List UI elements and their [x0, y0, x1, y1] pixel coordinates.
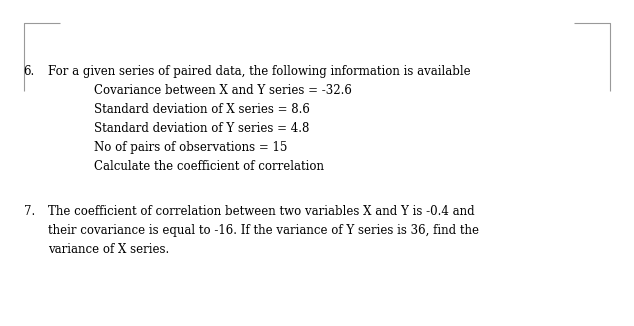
Text: Calculate the coefficient of correlation: Calculate the coefficient of correlation — [94, 160, 324, 173]
Text: 6.: 6. — [23, 65, 35, 78]
Text: their covariance is equal to -16. If the variance of Y series is 36, find the: their covariance is equal to -16. If the… — [48, 224, 479, 237]
Text: No of pairs of observations = 15: No of pairs of observations = 15 — [94, 141, 287, 154]
Text: 7.: 7. — [23, 205, 35, 218]
Text: Covariance between X and Y series = -32.6: Covariance between X and Y series = -32.… — [94, 84, 352, 97]
Text: Standard deviation of X series = 8.6: Standard deviation of X series = 8.6 — [94, 103, 309, 116]
Text: For a given series of paired data, the following information is available: For a given series of paired data, the f… — [48, 65, 470, 78]
Text: The coefficient of correlation between two variables X and Y is -0.4 and: The coefficient of correlation between t… — [48, 205, 474, 218]
Text: Standard deviation of Y series = 4.8: Standard deviation of Y series = 4.8 — [94, 122, 309, 135]
Text: variance of X series.: variance of X series. — [48, 243, 169, 256]
